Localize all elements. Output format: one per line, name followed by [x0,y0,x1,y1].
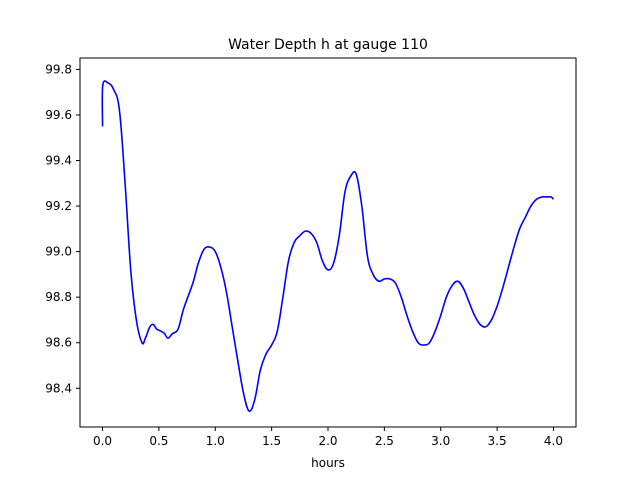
x-tick-label: 0.5 [149,434,168,448]
x-tick-label: 3.0 [431,434,450,448]
y-tick-label: 99.0 [45,245,72,259]
y-axis-ticks: 98.4 98.6 98.8 99.0 99.2 99.4 99.6 99.8 [45,62,80,395]
x-tick-label: 4.0 [544,434,563,448]
x-tick-label: 1.5 [262,434,281,448]
series-line [101,80,555,413]
y-tick-label: 98.6 [45,336,72,350]
y-tick-label: 98.8 [45,290,72,304]
y-tick-label: 99.4 [45,154,72,168]
y-tick-label: 99.6 [45,108,72,122]
y-tick-label: 99.8 [45,62,72,76]
x-axis-ticks: 0.0 0.5 1.0 1.5 2.0 2.5 3.0 3.5 4.0 [93,427,563,448]
x-tick-label: 0.0 [93,434,112,448]
y-tick-label: 99.2 [45,199,72,213]
chart-title: Water Depth h at gauge 110 [228,37,428,53]
plot-frame [79,57,577,428]
plot-series [101,80,555,413]
x-axis-label: hours [311,456,345,470]
x-tick-label: 1.0 [206,434,225,448]
x-tick-label: 2.0 [318,434,337,448]
y-tick-label: 98.4 [45,381,72,395]
x-tick-label: 3.5 [488,434,507,448]
x-tick-label: 2.5 [375,434,394,448]
